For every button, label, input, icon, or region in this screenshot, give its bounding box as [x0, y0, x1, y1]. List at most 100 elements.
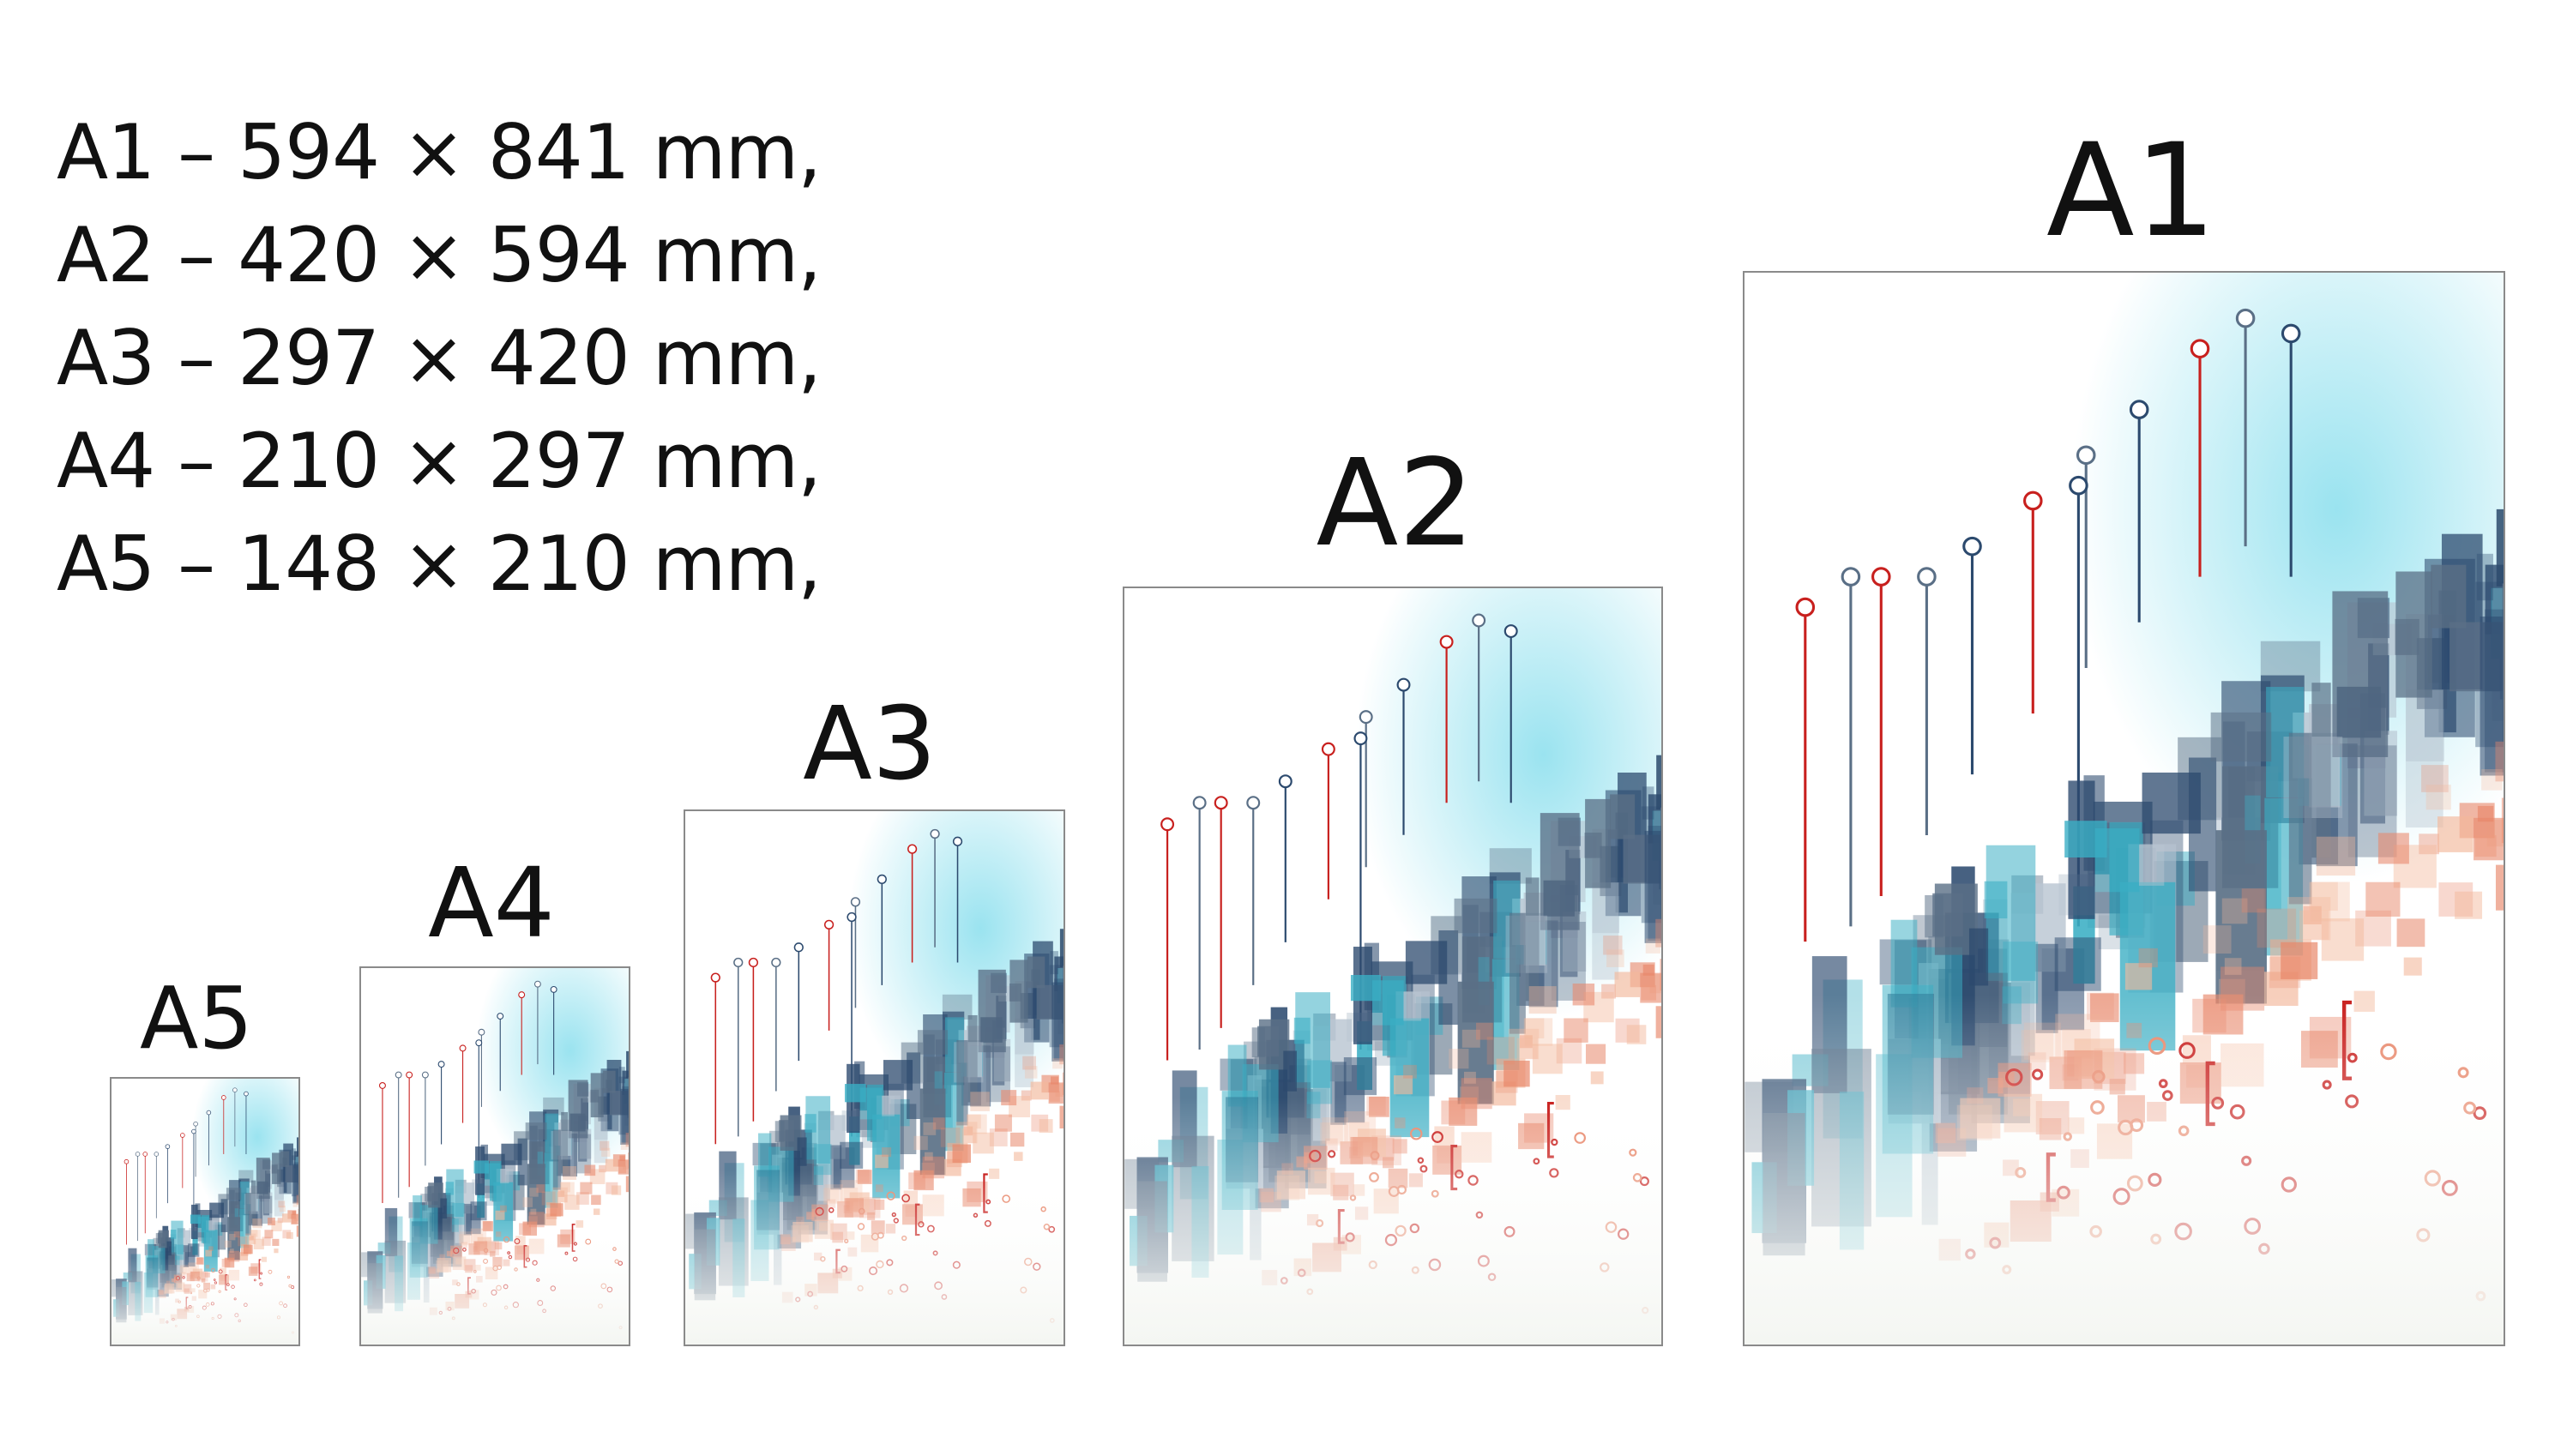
warm-tile	[563, 1165, 577, 1180]
skyline-block	[1454, 898, 1497, 934]
stem-marker	[550, 985, 557, 993]
warm-tile	[882, 1147, 892, 1158]
warm-tile	[228, 1254, 235, 1260]
stem-marker	[124, 1158, 130, 1164]
warm-tile	[2477, 805, 2494, 822]
stem-marker	[907, 844, 918, 854]
skyline-block	[1457, 981, 1494, 1104]
skyline-block	[2138, 845, 2165, 886]
warm-tile	[2257, 908, 2297, 948]
skyline-block	[2054, 937, 2101, 991]
warm-tile	[2495, 864, 2504, 911]
warm-tile	[272, 1238, 280, 1246]
warm-tile	[495, 1210, 505, 1220]
warm-tile	[536, 1184, 545, 1194]
skyline-block	[183, 1245, 190, 1267]
stem-marker	[2190, 339, 2210, 358]
stem-marker	[1192, 796, 1207, 810]
skyline-block	[2332, 591, 2389, 757]
spec-a3: A3 – 297 × 420 mm,	[57, 314, 822, 402]
skyline-block	[774, 1121, 785, 1142]
warm-tile	[1645, 938, 1661, 954]
skyline-block	[188, 1243, 200, 1257]
skyline-block	[292, 1148, 297, 1160]
skyline-block	[603, 1070, 616, 1093]
stem-marker	[952, 836, 963, 846]
warm-tile	[625, 1176, 629, 1193]
warm-tile	[2124, 963, 2153, 990]
stem-marker	[1321, 742, 1335, 756]
label-a1: A1	[2046, 117, 2217, 266]
stem-marker	[1962, 536, 1982, 557]
skyline-block	[183, 1230, 191, 1253]
label-a4: A4	[428, 848, 555, 960]
warm-tile	[1523, 1018, 1545, 1039]
warm-tile	[611, 1185, 622, 1195]
warm-tile	[2421, 765, 2449, 792]
skyline-block	[1063, 966, 1064, 1045]
warm-tile	[552, 1187, 568, 1203]
skyline-block	[226, 1188, 242, 1200]
warm-tile	[2299, 910, 2329, 940]
stem-marker	[1396, 677, 1411, 692]
stem-marker	[710, 972, 720, 983]
warm-tile	[253, 1238, 264, 1250]
abstract-data-city-artwork	[111, 1079, 298, 1345]
stem-marker	[518, 991, 526, 999]
warm-tile	[1572, 984, 1595, 1006]
warm-tile	[1039, 1119, 1053, 1134]
stem-marker	[1871, 567, 1891, 587]
warm-tile	[1486, 1037, 1515, 1065]
warm-tile	[238, 1236, 248, 1247]
skyline-block	[171, 1220, 184, 1254]
warm-tile	[244, 1233, 256, 1245]
skyline-block	[1343, 1057, 1377, 1096]
skyline-block	[956, 1040, 968, 1126]
warm-tile	[913, 1135, 928, 1151]
warm-tile	[955, 1122, 978, 1144]
abstract-data-city-artwork	[1744, 273, 2504, 1345]
skyline-block	[234, 1208, 239, 1225]
warm-tile	[594, 1208, 600, 1215]
warm-tile	[2377, 833, 2409, 864]
skyline-block	[844, 1084, 866, 1103]
skyline-block	[622, 1086, 629, 1144]
skyline-block	[192, 1230, 198, 1255]
warm-tile	[2437, 816, 2474, 852]
warm-tile	[1464, 1071, 1476, 1084]
skyline-block	[1307, 1060, 1333, 1104]
warm-tile	[1051, 1076, 1059, 1085]
skyline-block	[1403, 991, 1422, 1021]
stem-marker	[793, 942, 804, 953]
poster-a2	[1123, 587, 1663, 1346]
warm-tile	[1022, 1056, 1036, 1070]
stem-marker	[1472, 613, 1486, 628]
skyline-block	[293, 1162, 298, 1203]
skyline-block	[882, 1095, 895, 1116]
skyline-block	[2288, 732, 2312, 905]
warm-tile	[1516, 1038, 1538, 1059]
skyline-block	[537, 1152, 544, 1176]
warm-tile	[1528, 986, 1557, 1014]
skyline-block	[239, 1208, 250, 1248]
warm-tile	[1601, 984, 1616, 999]
warm-tile	[940, 1128, 961, 1147]
bottom-fade	[361, 1221, 629, 1345]
stem-marker	[2281, 323, 2301, 344]
skyline-block	[155, 1233, 161, 1244]
warm-tile	[1640, 972, 1661, 1003]
stem-marker	[1214, 796, 1228, 810]
stem-marker	[1795, 597, 1816, 617]
skyline-block	[1350, 975, 1381, 1002]
stem-marker	[206, 1110, 212, 1116]
stem-marker	[459, 1044, 467, 1052]
warm-tile	[2138, 948, 2158, 968]
warm-tile	[618, 1159, 629, 1175]
skyline-block	[1059, 929, 1064, 968]
skyline-block	[1968, 928, 1989, 986]
warm-tile	[1626, 1025, 1647, 1044]
skyline-block	[967, 1014, 978, 1103]
warm-tile	[296, 1225, 298, 1237]
skyline-block	[561, 1111, 569, 1174]
warm-tile	[1606, 949, 1624, 967]
